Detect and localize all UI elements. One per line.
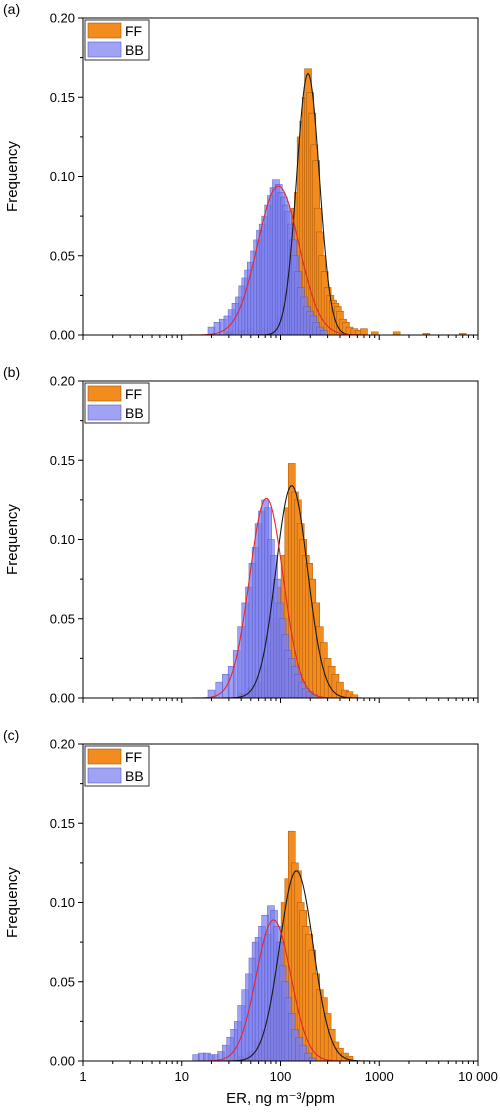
chart-panel-a: 0.00 0.05 0.10 0.15 0.20 Frequency (a) FF BB (3, 1, 479, 343)
y-tick-label: 0.15 (50, 453, 75, 468)
panel-label: (c) (3, 727, 19, 743)
panel-label: (a) (3, 1, 20, 17)
legend-swatch-bb (87, 41, 122, 58)
y-tick-label: 0.05 (50, 248, 75, 263)
x-tick-label: 10 000 (458, 1069, 498, 1084)
y-tick-label: 0.20 (50, 374, 75, 389)
y-tick-label: 0.05 (50, 611, 75, 626)
y-tick-label: 0.15 (50, 816, 75, 831)
legend-swatch-ff (87, 748, 122, 765)
y-tick-label: 0.20 (50, 737, 75, 752)
chart-panel-c: 0.00 0.05 0.10 0.15 0.20 1 10 100 1000 10 000 Freq… (3, 727, 498, 1107)
x-axis-title: ER, ng m⁻³/ppm (226, 1090, 335, 1107)
y-tick-label: 0.00 (50, 328, 75, 343)
x-tick-label: 10 (175, 1069, 189, 1084)
legend-swatch-ff (87, 385, 122, 402)
x-tick-label: 1000 (365, 1069, 394, 1084)
legend-swatch-bb (87, 767, 122, 784)
legend-label-ff: FF (125, 386, 142, 402)
chart-panel-b: 0.00 0.05 0.10 0.15 0.20 Frequency (b) FF BB (3, 364, 479, 706)
y-tick-label: 0.20 (50, 11, 75, 26)
panel-label: (b) (3, 364, 20, 380)
y-tick-label: 0.10 (50, 895, 75, 910)
bar-ff (360, 328, 368, 336)
y-tick-label: 0.10 (50, 532, 75, 547)
bar-bb (320, 330, 328, 336)
legend-label-bb: BB (125, 42, 144, 58)
y-tick-label: 0.00 (50, 691, 75, 706)
legend: FF BB (84, 745, 150, 787)
y-axis-title: Frequency (4, 141, 21, 212)
legend-label-ff: FF (125, 749, 142, 765)
y-tick-label: 0.00 (50, 1054, 75, 1069)
legend: FF BB (84, 19, 150, 61)
x-tick-label: 100 (270, 1069, 292, 1084)
y-axis-title: Frequency (4, 867, 21, 938)
legend-label-ff: FF (125, 23, 142, 39)
legend-label-bb: BB (125, 768, 144, 784)
legend-swatch-bb (87, 404, 122, 421)
y-tick-label: 0.05 (50, 974, 75, 989)
legend-swatch-ff (87, 22, 122, 39)
legend-label-bb: BB (125, 405, 144, 421)
y-axis-title: Frequency (4, 504, 21, 575)
y-tick-label: 0.10 (50, 169, 75, 184)
y-tick-label: 0.15 (50, 90, 75, 105)
legend: FF BB (84, 382, 150, 424)
x-tick-label: 1 (79, 1069, 86, 1084)
